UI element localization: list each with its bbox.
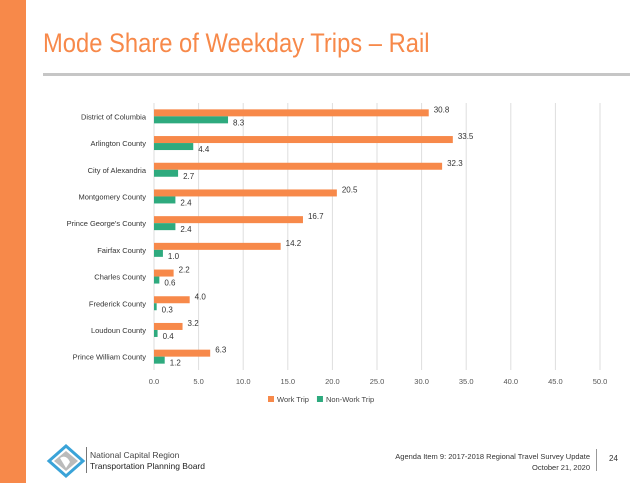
logo-divider: [86, 447, 87, 473]
page-divider: [596, 449, 597, 471]
bar-work: [154, 162, 443, 170]
bar-nonwork: [154, 116, 229, 124]
x-tick-label: 50.0: [593, 377, 608, 386]
bar-work: [154, 136, 453, 144]
x-tick-label: 5.0: [193, 377, 203, 386]
bar-work: [154, 322, 183, 330]
x-tick-label: 20.0: [325, 377, 340, 386]
data-label: 4.4: [198, 145, 210, 154]
data-label: 1.2: [170, 359, 182, 368]
bar-work: [154, 109, 429, 117]
data-label: 1.0: [168, 252, 180, 261]
x-tick-label: 25.0: [370, 377, 385, 386]
bar-work: [154, 349, 211, 357]
title-divider: [43, 73, 630, 76]
bar-nonwork: [154, 329, 158, 337]
bar-nonwork: [154, 169, 179, 177]
bar-work: [154, 242, 281, 250]
data-label: 0.3: [162, 305, 174, 314]
org-name-line1: National Capital Region: [90, 450, 180, 460]
legend-swatch: [268, 396, 274, 402]
category-label: Fairfax County: [97, 246, 146, 255]
legend-label: Non-Work Trip: [326, 395, 374, 404]
data-label: 2.7: [183, 172, 195, 181]
data-label: 14.2: [286, 239, 302, 248]
data-label: 0.6: [164, 279, 176, 288]
data-label: 32.3: [447, 159, 463, 168]
category-label: Charles County: [94, 273, 146, 282]
category-label: District of Columbia: [81, 112, 147, 121]
legend-swatch: [316, 396, 323, 402]
tpb-logo-icon: [46, 444, 86, 478]
bar-nonwork: [154, 223, 176, 231]
data-label: 4.0: [195, 292, 207, 301]
x-tick-label: 35.0: [459, 377, 474, 386]
x-tick-label: 15.0: [280, 377, 295, 386]
x-tick-label: 45.0: [548, 377, 563, 386]
data-label: 30.8: [434, 105, 450, 114]
bar-nonwork: [154, 249, 163, 257]
bar-work: [154, 189, 337, 197]
agenda-date: October 21, 2020: [532, 463, 590, 472]
page-number: 24: [609, 454, 618, 463]
data-label: 8.3: [233, 118, 245, 127]
bar-nonwork: [154, 356, 165, 364]
slide-title: Mode Share of Weekday Trips – Rail: [43, 28, 430, 58]
category-label: Frederick County: [89, 299, 146, 308]
category-label: Prince William County: [73, 353, 147, 362]
data-label: 2.2: [179, 266, 191, 275]
data-label: 6.3: [215, 346, 227, 355]
bar-nonwork: [154, 143, 194, 151]
data-label: 16.7: [308, 212, 324, 221]
bar-nonwork: [154, 276, 160, 284]
x-tick-label: 40.0: [503, 377, 518, 386]
x-tick-label: 0.0: [149, 377, 159, 386]
bar-work: [154, 296, 190, 304]
agenda-title: Agenda Item 9: 2017-2018 Regional Travel…: [395, 452, 590, 461]
category-label: Prince George's County: [67, 219, 147, 228]
bar-nonwork: [154, 196, 176, 204]
x-tick-label: 10.0: [236, 377, 251, 386]
data-label: 0.4: [163, 332, 175, 341]
bar-work: [154, 269, 174, 277]
bar-chart: 0.0 5.0 10.0 15.0 20.0 25.0 30.0 35.0 40.0 45.0 50…: [67, 103, 608, 404]
bar-work: [154, 216, 303, 224]
data-label: 33.5: [458, 132, 474, 141]
agenda-info: Agenda Item 9: 2017-2018 Regional Travel…: [395, 451, 590, 473]
bar-nonwork: [154, 303, 157, 311]
category-label: City of Alexandria: [88, 166, 147, 175]
data-label: 2.4: [180, 225, 192, 234]
category-label: Loudoun County: [91, 326, 146, 335]
x-tick-label: 30.0: [414, 377, 429, 386]
accent-sidebar: [0, 0, 26, 483]
data-label: 2.4: [180, 198, 192, 207]
org-name-line2: Transportation Planning Board: [90, 461, 205, 471]
category-label: Arlington County: [91, 139, 147, 148]
data-label: 3.2: [188, 319, 200, 328]
category-label: Montgomery County: [78, 192, 146, 201]
legend-label: Work Trip: [277, 395, 309, 404]
data-label: 20.5: [342, 185, 358, 194]
